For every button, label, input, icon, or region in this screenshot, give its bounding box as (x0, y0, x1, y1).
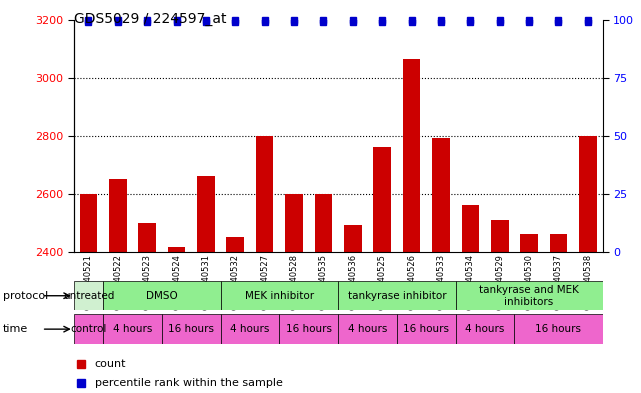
Bar (514, 314, 603, 344)
Text: control: control (71, 324, 106, 334)
Text: untreated: untreated (63, 291, 114, 301)
Text: 4 hours: 4 hours (348, 324, 387, 334)
Bar (285, 193, 303, 252)
Bar (338, 314, 397, 344)
Bar (103, 314, 162, 344)
Bar (549, 234, 567, 252)
Bar (138, 222, 156, 252)
Bar (432, 138, 450, 252)
Bar (315, 193, 332, 252)
Bar (103, 281, 221, 310)
Text: 4 hours: 4 hours (230, 324, 270, 334)
Bar (579, 136, 597, 252)
Bar (109, 179, 127, 252)
Bar (226, 237, 244, 252)
Text: 16 hours: 16 hours (168, 324, 214, 334)
Bar (520, 234, 538, 252)
Bar (456, 281, 603, 310)
Bar (462, 205, 479, 252)
Bar (168, 247, 185, 252)
Text: percentile rank within the sample: percentile rank within the sample (95, 378, 283, 388)
Bar (403, 59, 420, 252)
Bar (256, 136, 274, 252)
Bar (397, 314, 456, 344)
Bar (344, 226, 362, 252)
Text: count: count (95, 358, 126, 369)
Text: tankyrase and MEK
inhibitors: tankyrase and MEK inhibitors (479, 285, 579, 307)
Bar (491, 220, 508, 252)
Text: MEK inhibitor: MEK inhibitor (245, 291, 314, 301)
Text: 16 hours: 16 hours (286, 324, 332, 334)
Bar (79, 193, 97, 252)
Bar (338, 281, 456, 310)
Bar (279, 314, 338, 344)
Text: 16 hours: 16 hours (403, 324, 449, 334)
Bar (456, 314, 514, 344)
Text: 4 hours: 4 hours (465, 324, 504, 334)
Text: tankyrase inhibitor: tankyrase inhibitor (347, 291, 446, 301)
Text: protocol: protocol (3, 291, 49, 301)
Text: 16 hours: 16 hours (535, 324, 581, 334)
Text: GDS5029 / 224597_at: GDS5029 / 224597_at (74, 12, 226, 26)
Text: DMSO: DMSO (146, 291, 178, 301)
Bar (74, 314, 103, 344)
Bar (373, 147, 391, 252)
Bar (197, 176, 215, 252)
Bar (221, 281, 338, 310)
Text: time: time (3, 324, 28, 334)
Bar (221, 314, 279, 344)
Bar (74, 281, 103, 310)
Text: 4 hours: 4 hours (113, 324, 152, 334)
Bar (162, 314, 221, 344)
